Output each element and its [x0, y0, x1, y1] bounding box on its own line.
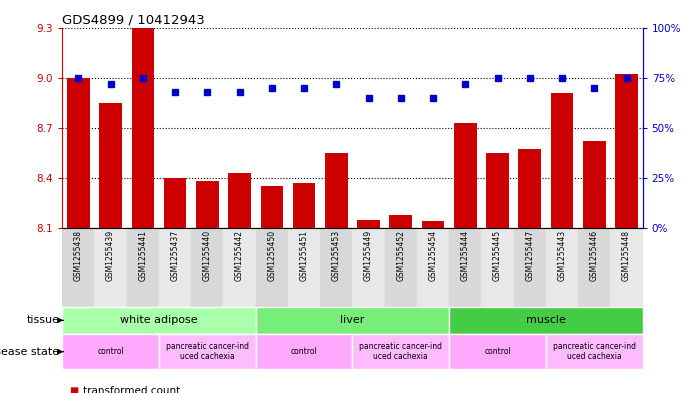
Bar [320, 228, 352, 307]
Bar [610, 228, 643, 307]
Text: GSM1255440: GSM1255440 [202, 230, 212, 281]
Bar [196, 181, 218, 228]
Bar [100, 103, 122, 228]
Text: white adipose: white adipose [120, 315, 198, 325]
Bar [131, 0, 154, 228]
Text: GSM1255441: GSM1255441 [138, 230, 147, 281]
Bar [422, 221, 444, 228]
Text: GSM1255451: GSM1255451 [299, 230, 309, 281]
Bar [159, 228, 191, 307]
Bar [551, 93, 574, 228]
Bar [390, 215, 412, 228]
Bar [95, 228, 126, 307]
Bar [352, 334, 449, 369]
Text: GSM1255444: GSM1255444 [461, 230, 470, 281]
Bar [449, 334, 546, 369]
Text: GSM1255454: GSM1255454 [428, 230, 437, 281]
Bar [256, 307, 449, 334]
Text: pancreatic cancer-ind
uced cachexia: pancreatic cancer-ind uced cachexia [359, 342, 442, 362]
Bar [256, 228, 288, 307]
Bar [256, 334, 352, 369]
Text: GSM1255445: GSM1255445 [493, 230, 502, 281]
Bar [261, 186, 283, 228]
Bar [357, 220, 380, 228]
Text: control: control [291, 347, 317, 356]
Text: disease state: disease state [0, 347, 59, 357]
Text: GSM1255448: GSM1255448 [622, 230, 631, 281]
Bar [191, 228, 223, 307]
Text: GSM1255447: GSM1255447 [525, 230, 534, 281]
Text: GSM1255442: GSM1255442 [235, 230, 244, 281]
Bar [159, 334, 256, 369]
Text: GSM1255439: GSM1255439 [106, 230, 115, 281]
Bar [486, 153, 509, 228]
Bar [67, 78, 90, 228]
Text: muscle: muscle [526, 315, 566, 325]
Bar [228, 173, 251, 228]
Text: GSM1255437: GSM1255437 [171, 230, 180, 281]
Bar [546, 228, 578, 307]
Bar [62, 228, 95, 307]
Bar [583, 141, 605, 228]
Text: GSM1255453: GSM1255453 [332, 230, 341, 281]
Bar [518, 149, 541, 228]
Bar [385, 228, 417, 307]
Bar [449, 307, 643, 334]
Bar [615, 74, 638, 228]
Text: control: control [484, 347, 511, 356]
Text: GSM1255438: GSM1255438 [74, 230, 83, 281]
Text: GDS4899 / 10412943: GDS4899 / 10412943 [62, 13, 205, 26]
Text: GSM1255452: GSM1255452 [396, 230, 406, 281]
Bar [546, 334, 643, 369]
Bar [126, 228, 159, 307]
Text: GSM1255443: GSM1255443 [558, 230, 567, 281]
Bar [223, 228, 256, 307]
Bar [293, 183, 315, 228]
Text: GSM1255450: GSM1255450 [267, 230, 276, 281]
Text: transformed count: transformed count [83, 386, 180, 393]
Bar [164, 178, 187, 228]
Bar [288, 228, 320, 307]
Text: control: control [97, 347, 124, 356]
Bar [578, 228, 610, 307]
Text: GSM1255446: GSM1255446 [589, 230, 599, 281]
Text: tissue: tissue [26, 315, 59, 325]
Bar [482, 228, 513, 307]
Bar [449, 228, 482, 307]
Bar [454, 123, 477, 228]
Bar [325, 153, 348, 228]
Text: ■: ■ [69, 386, 78, 393]
Bar [62, 334, 159, 369]
Bar [352, 228, 385, 307]
Bar [417, 228, 449, 307]
Text: pancreatic cancer-ind
uced cachexia: pancreatic cancer-ind uced cachexia [166, 342, 249, 362]
Bar [513, 228, 546, 307]
Text: pancreatic cancer-ind
uced cachexia: pancreatic cancer-ind uced cachexia [553, 342, 636, 362]
Text: GSM1255449: GSM1255449 [364, 230, 373, 281]
Bar [62, 307, 256, 334]
Text: liver: liver [340, 315, 365, 325]
